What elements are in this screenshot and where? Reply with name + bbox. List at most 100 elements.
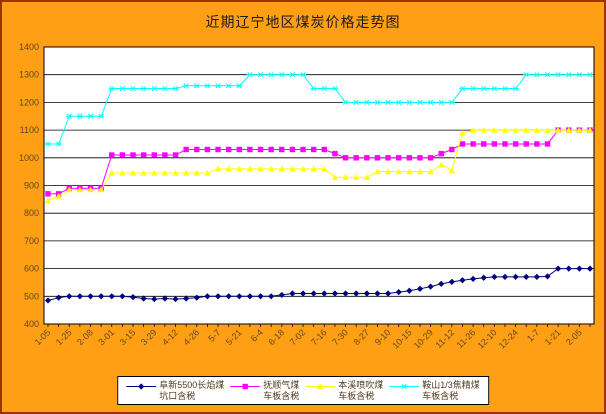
square-marker [438, 150, 444, 157]
star-marker [98, 113, 105, 119]
triangle-marker [193, 169, 200, 176]
square-marker [417, 155, 423, 161]
triangle-marker [448, 167, 455, 173]
svg-text:700: 700 [24, 236, 39, 246]
svg-text:900: 900 [24, 181, 39, 191]
series-line-0 [47, 268, 590, 301]
svg-text:1300: 1300 [19, 70, 39, 80]
x-axis-labels: 1-05 1-25 2-08 3-01 3-15 3-29 4-12 4-26 5-7 5-21 6… [33, 327, 584, 350]
star-marker [289, 72, 296, 78]
star-marker [321, 85, 328, 92]
square-marker [512, 141, 519, 147]
legend-item-3: 鞍山1/3焦精煤 车板含税 [389, 380, 480, 402]
star-marker [55, 141, 62, 147]
series-line-3 [48, 74, 590, 145]
diamond-marker [193, 294, 200, 301]
square-marker [459, 141, 466, 147]
star-marker [183, 83, 190, 89]
square-marker [342, 155, 349, 161]
square-marker [353, 155, 359, 161]
square-marker [374, 155, 381, 161]
diamond-marker [533, 273, 540, 281]
svg-text:6-18: 6-18 [266, 327, 286, 347]
chart-plot-area: 400 500 600 700 800 900 1000 1100 1200 1300 1400 1-… [19, 42, 595, 351]
triangle-marker [310, 165, 317, 172]
svg-text:600: 600 [24, 264, 39, 274]
triangle-marker [480, 127, 487, 133]
square-marker [162, 152, 168, 158]
star-marker [512, 85, 519, 92]
square-marker [491, 141, 498, 147]
diamond-marker [565, 265, 572, 272]
star-marker [491, 85, 498, 92]
diamond-marker [363, 290, 370, 297]
star-marker [172, 85, 179, 92]
star-marker [406, 99, 413, 105]
plot-border [43, 46, 595, 325]
star-marker [501, 85, 509, 92]
triangle-marker [491, 127, 498, 133]
series-0 [44, 265, 594, 304]
diamond-marker [257, 293, 264, 300]
star-marker [586, 72, 594, 78]
star-marker [331, 85, 339, 92]
square-marker [119, 152, 126, 158]
triangle-marker [586, 127, 594, 133]
triangle-legend-icon [305, 383, 336, 390]
svg-text:1-05: 1-05 [33, 327, 53, 347]
triangle-marker [501, 127, 509, 133]
star-marker [76, 113, 83, 119]
star-marker [278, 72, 285, 78]
diamond-marker [87, 293, 94, 300]
diamond-marker [236, 293, 243, 300]
legend-label-2: 本溪喷吹煤 车板含税 [338, 380, 384, 401]
svg-text:3-01: 3-01 [96, 327, 116, 347]
star-marker [204, 83, 211, 89]
diamond-marker [183, 295, 190, 302]
diamond-marker [469, 275, 477, 282]
square-marker [172, 152, 179, 158]
diamond-marker [321, 290, 328, 297]
square-marker [449, 146, 455, 153]
star-marker [374, 99, 381, 105]
star-marker [469, 85, 477, 92]
square-marker [140, 152, 147, 158]
diamond-marker [586, 265, 594, 272]
star-marker [533, 72, 540, 78]
star-marker [427, 99, 434, 105]
diamond-marker [119, 293, 126, 300]
diamond-marker [161, 295, 169, 302]
triangle-marker [533, 127, 540, 133]
star-marker [342, 99, 349, 105]
star-marker [576, 72, 583, 78]
star-marker [523, 72, 530, 78]
diamond-marker [523, 273, 530, 281]
svg-text:1-7: 1-7 [525, 327, 541, 343]
triangle-marker [236, 165, 243, 172]
diamond-marker [459, 277, 466, 284]
svg-text:4-26: 4-26 [181, 327, 201, 347]
legend-item-0: 阜新5500长焰煤 坑口含税 [126, 380, 224, 402]
triangle-marker [469, 127, 477, 133]
svg-text:10-15: 10-15 [390, 327, 413, 350]
svg-text:7-16: 7-16 [309, 327, 329, 347]
svg-text:4-12: 4-12 [160, 327, 180, 347]
triangle-marker [416, 168, 424, 175]
star-marker [140, 85, 147, 92]
legend-label-3: 鞍山1/3焦精煤 车板含税 [422, 380, 480, 401]
triangle-marker [289, 165, 296, 172]
star-marker [459, 85, 466, 92]
svg-text:1000: 1000 [19, 153, 39, 163]
square-marker [481, 141, 487, 147]
star-marker [565, 72, 572, 78]
diamond-marker [268, 293, 275, 300]
diamond-marker [278, 291, 285, 299]
triangle-marker [98, 186, 105, 193]
square-marker [279, 146, 285, 153]
diamond-marker [108, 293, 115, 300]
y-axis-labels: 400 500 600 700 800 900 1000 1100 1200 1300 1400 [19, 42, 39, 329]
star-marker [555, 72, 562, 78]
star-marker [119, 85, 126, 92]
square-marker [534, 141, 540, 147]
square-marker [289, 146, 296, 153]
